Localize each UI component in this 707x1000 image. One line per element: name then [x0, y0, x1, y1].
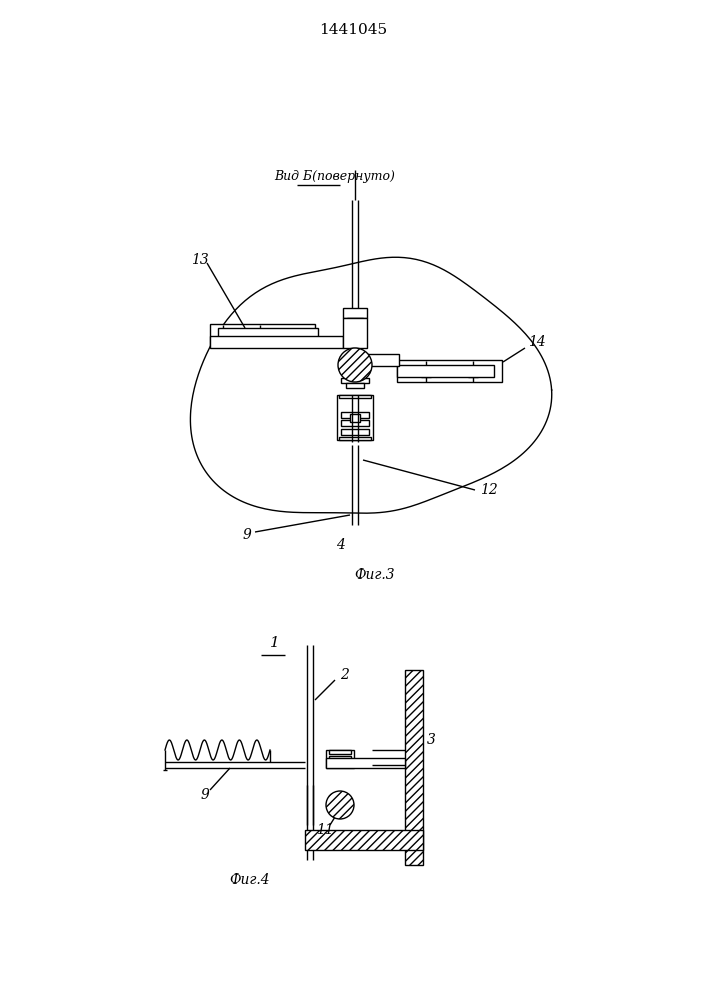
- Text: 9: 9: [243, 528, 252, 542]
- Text: 13: 13: [191, 253, 209, 267]
- Text: Фиг.3: Фиг.3: [355, 568, 395, 582]
- Bar: [341, 420, 369, 426]
- Text: 3: 3: [427, 733, 436, 747]
- Text: 9: 9: [201, 788, 209, 802]
- Text: Вид Б(повернуто): Вид Б(повернуто): [274, 170, 395, 183]
- Text: 14: 14: [528, 335, 546, 349]
- Bar: [367, 354, 399, 366]
- Bar: [350, 414, 360, 422]
- Bar: [329, 756, 351, 760]
- Bar: [339, 395, 371, 398]
- Bar: [341, 412, 369, 418]
- Circle shape: [326, 791, 354, 819]
- Text: 12: 12: [480, 483, 498, 497]
- Text: Фиг.4: Фиг.4: [230, 873, 270, 887]
- Bar: [397, 360, 502, 382]
- Bar: [329, 762, 351, 766]
- Text: 11: 11: [316, 823, 334, 837]
- Bar: [305, 830, 423, 850]
- Text: 1: 1: [270, 636, 280, 650]
- Bar: [218, 328, 318, 340]
- Bar: [326, 758, 405, 768]
- Bar: [341, 429, 369, 435]
- Circle shape: [338, 348, 372, 382]
- Bar: [339, 437, 371, 440]
- Bar: [343, 308, 367, 318]
- Text: 2: 2: [340, 668, 349, 682]
- Bar: [347, 318, 363, 323]
- Bar: [346, 383, 364, 388]
- Bar: [397, 365, 494, 377]
- Bar: [326, 750, 354, 768]
- Text: 4: 4: [336, 538, 344, 552]
- Bar: [343, 318, 367, 348]
- Bar: [329, 750, 351, 754]
- Bar: [210, 324, 315, 346]
- Bar: [210, 336, 343, 348]
- Bar: [337, 395, 373, 440]
- Text: 1441045: 1441045: [319, 23, 387, 37]
- Bar: [341, 378, 369, 383]
- Bar: [405, 670, 423, 865]
